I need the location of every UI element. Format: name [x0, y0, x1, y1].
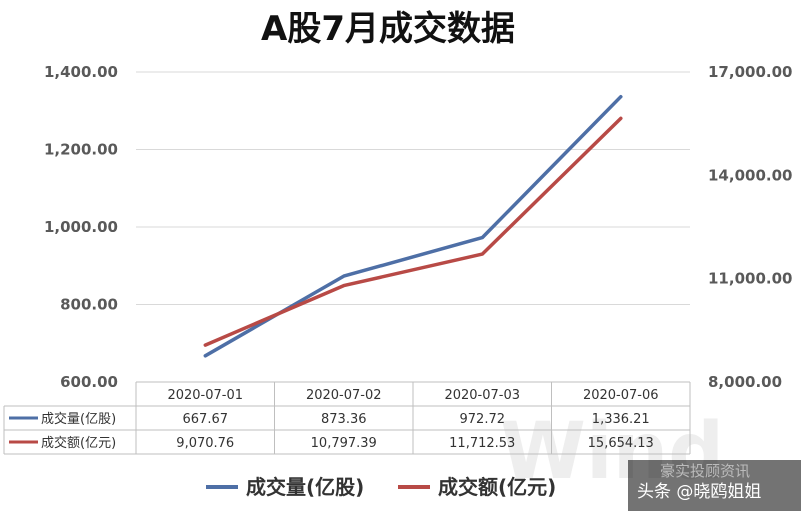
legend-entry: 成交额(亿元): [438, 475, 556, 499]
table-series-name: 成交额(亿元): [41, 435, 116, 451]
left-axis-ticks: 600.00 800.00 1,000.00 1,200.00 1,400.00: [44, 63, 118, 391]
data-label: 667.67: [183, 412, 229, 427]
right-axis-ticks: 8,000.00 11,000.00 14,000.00 17,000.00: [708, 63, 792, 391]
left-tick-label: 1,200.00: [44, 141, 118, 159]
data-label: 10,797.39: [311, 436, 377, 451]
right-tick-label: 17,000.00: [708, 63, 792, 81]
data-label: 11,712.53: [449, 436, 515, 451]
table-series-name: 成交量(亿股): [41, 411, 116, 427]
x-tick-label: 2020-07-03: [444, 388, 520, 403]
data-label: 873.36: [321, 412, 367, 427]
gridlines: [136, 71, 690, 383]
right-tick-label: 11,000.00: [708, 270, 792, 288]
data-table: 2020-07-01 2020-07-02 2020-07-03 2020-07-06…: [3, 381, 691, 455]
x-tick-label: 2020-07-02: [306, 388, 382, 403]
right-tick-label: 8,000.00: [708, 373, 782, 391]
data-label: 9,070.76: [176, 436, 234, 451]
chart-title: A股7月成交数据: [261, 9, 515, 49]
series-line-1: [203, 116, 623, 347]
x-tick-label: 2020-07-01: [167, 388, 243, 403]
credit-background: [628, 460, 801, 511]
credit-faint-text: 豪实投顾资讯: [660, 462, 750, 480]
data-label: 15,654.13: [588, 436, 654, 451]
right-tick-label: 14,000.00: [708, 166, 792, 184]
left-tick-label: 1,400.00: [44, 63, 118, 81]
credit-text: 头条 @晓鸥姐姐: [637, 482, 761, 502]
x-tick-label: 2020-07-06: [583, 388, 659, 403]
left-tick-label: 800.00: [60, 296, 118, 314]
series-lines: [203, 94, 623, 358]
left-tick-label: 1,000.00: [44, 218, 118, 236]
legend-entry: 成交量(亿股): [246, 475, 364, 499]
data-label: 972.72: [460, 412, 506, 427]
data-label: 1,336.21: [592, 412, 650, 427]
legend: 成交量(亿股) 成交额(亿元): [206, 475, 556, 499]
left-tick-label: 600.00: [60, 373, 118, 391]
credit: 豪实投顾资讯 头条 @晓鸥姐姐: [628, 460, 801, 511]
